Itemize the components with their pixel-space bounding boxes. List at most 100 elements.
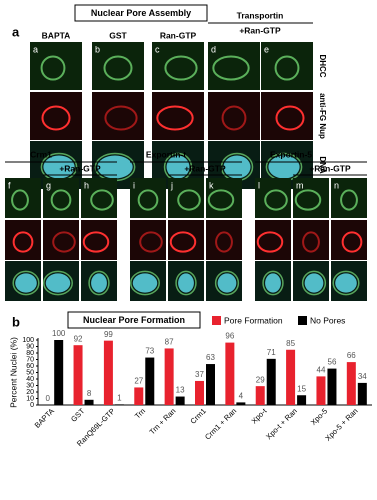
nucleus-pores xyxy=(275,105,305,131)
nucleus-membrane xyxy=(177,189,201,211)
value-label: 27 xyxy=(134,377,143,386)
bar xyxy=(175,396,185,405)
bar xyxy=(236,402,246,405)
x-tick-label: Trn + Ran xyxy=(148,406,178,436)
y-tick-label: 40 xyxy=(26,376,34,383)
value-label: 100 xyxy=(52,329,66,338)
nucleus-membrane xyxy=(137,189,159,211)
bar xyxy=(357,382,367,405)
nucleus-dna xyxy=(132,273,158,293)
nucleus-membrane xyxy=(40,55,66,81)
membrane-glow xyxy=(175,270,197,296)
micrograph xyxy=(331,178,367,218)
group-name: Crm1 xyxy=(30,149,52,159)
micrograph xyxy=(293,220,329,260)
nucleus-membrane xyxy=(90,189,114,211)
panel-a-title: Nuclear Pore Assembly xyxy=(91,8,191,18)
bar xyxy=(103,340,113,405)
nucleus-pores xyxy=(302,231,320,253)
bar xyxy=(145,357,155,405)
nucleus-dna xyxy=(45,273,71,293)
group-name: Exportin-5 xyxy=(270,149,312,159)
title-box xyxy=(67,311,201,329)
bar xyxy=(266,358,276,405)
value-label: 63 xyxy=(206,353,215,362)
nucleus-membrane xyxy=(103,55,133,81)
micrograph xyxy=(43,178,79,218)
panel-letter: e xyxy=(264,44,269,54)
x-tick-label: Crm1 + Ran xyxy=(203,406,238,441)
y-tick-label: 90 xyxy=(26,343,34,350)
nucleus-pores xyxy=(52,231,76,253)
panel-letter: c xyxy=(155,44,160,54)
membrane-glow xyxy=(88,270,110,296)
panel-letter: i xyxy=(133,180,135,190)
column-header: Ran-GTP xyxy=(160,30,197,40)
value-label: 34 xyxy=(358,372,367,381)
panel-letter: g xyxy=(46,180,51,190)
nucleus-pores xyxy=(169,231,197,253)
bar xyxy=(286,349,296,405)
micrograph xyxy=(81,220,117,260)
y-tick-label: 50 xyxy=(26,369,34,376)
y-tick-label: 60 xyxy=(26,363,34,370)
micrograph xyxy=(92,92,144,140)
nucleus-dna xyxy=(15,273,37,293)
micrograph xyxy=(30,92,82,140)
bar xyxy=(327,368,337,405)
nucleus-pores xyxy=(156,105,194,131)
micrograph xyxy=(206,178,242,218)
value-label: 8 xyxy=(87,389,92,398)
value-label: 44 xyxy=(317,366,326,375)
panel-letter: f xyxy=(8,180,11,190)
bar xyxy=(114,404,124,405)
micrograph xyxy=(152,42,204,90)
value-label: 85 xyxy=(286,339,295,348)
membrane-glow xyxy=(301,270,327,296)
value-label: 1 xyxy=(117,393,122,402)
y-tick-label: 100 xyxy=(22,337,34,344)
nucleus-pores xyxy=(12,231,34,253)
nucleus-pores xyxy=(341,231,363,253)
nucleus-dna xyxy=(268,155,300,179)
legend-label: No Pores xyxy=(310,315,345,325)
nucleus-pores xyxy=(215,231,233,253)
x-tick-label: Xpo-t xyxy=(249,406,269,426)
micrograph xyxy=(168,178,204,218)
micrograph xyxy=(152,92,204,140)
nucleus-membrane xyxy=(11,189,29,211)
nucleus-dna xyxy=(335,273,357,293)
membrane-glow xyxy=(43,270,73,296)
membrane-glow xyxy=(214,270,240,296)
nucleus-pores xyxy=(104,105,138,131)
micrograph xyxy=(5,220,41,260)
nucleus-membrane xyxy=(294,189,322,211)
group-subheader: +Ran-GTP xyxy=(59,163,101,173)
nucleus-dna xyxy=(91,273,107,293)
nucleus-pores xyxy=(221,105,247,131)
nucleus-membrane xyxy=(340,189,358,211)
y-tick-label: 0 xyxy=(30,402,34,409)
panel-label: b xyxy=(12,314,20,329)
y-tick-label: 30 xyxy=(26,382,34,389)
value-label: 56 xyxy=(328,358,337,367)
column-header: GST xyxy=(109,30,127,40)
row-label: DHCC xyxy=(318,54,327,77)
nucleus-dna xyxy=(166,155,190,179)
row-label: DNA xyxy=(318,156,327,174)
membrane-glow xyxy=(12,270,40,296)
panel-letter: a xyxy=(33,44,38,54)
legend-swatch xyxy=(298,316,307,325)
nucleus-pores xyxy=(82,231,110,253)
micrograph xyxy=(261,92,313,140)
micrograph xyxy=(293,178,329,218)
value-label: 0 xyxy=(45,394,50,403)
nucleus-dna xyxy=(304,273,324,293)
nucleus-membrane xyxy=(274,55,300,81)
bar xyxy=(134,387,144,405)
bar xyxy=(346,362,356,405)
legend-label: Pore Formation xyxy=(224,315,283,325)
panel-letter: d xyxy=(211,44,216,54)
bar xyxy=(164,348,174,405)
